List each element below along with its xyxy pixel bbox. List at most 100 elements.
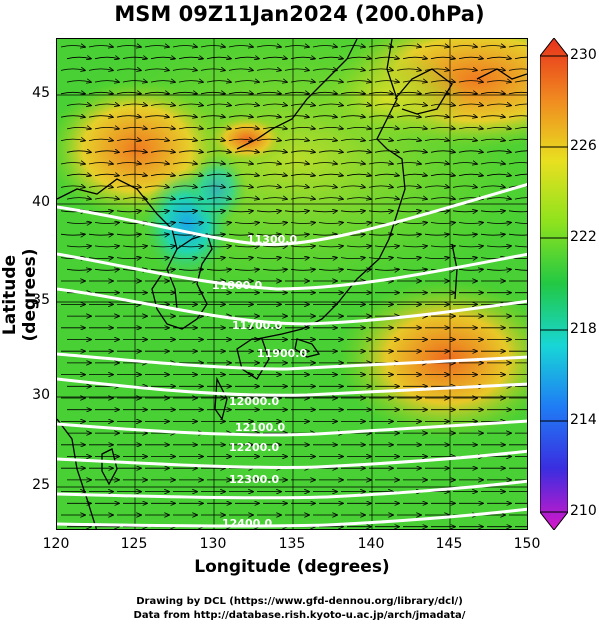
wind-arrow <box>284 46 309 48</box>
wind-arrow <box>396 69 421 71</box>
contour-label: 12000.0 <box>229 395 279 408</box>
wind-arrow <box>94 246 119 247</box>
height-contours <box>57 183 527 528</box>
wind-arrow <box>508 210 527 213</box>
wind-arrow <box>94 57 119 59</box>
wind-arrow <box>284 186 309 188</box>
wind-arrow <box>228 92 253 94</box>
wind-arrow <box>480 92 505 94</box>
wind-arrow <box>424 46 449 48</box>
wind-arrow <box>514 222 527 224</box>
wind-arrow <box>66 223 91 224</box>
wind-arrow <box>256 163 281 165</box>
wind-arrow <box>346 81 371 83</box>
wind-arrow <box>116 116 141 118</box>
wind-arrow <box>486 127 511 128</box>
wind-arrow <box>150 104 175 106</box>
wind-arrow <box>200 69 225 71</box>
wind-arrow <box>66 57 91 59</box>
wind-arrow <box>116 163 141 165</box>
wind-arrow <box>116 69 141 71</box>
wind-arrow <box>150 174 175 176</box>
wind-arrow <box>172 69 197 71</box>
wind-arrow <box>144 234 169 235</box>
wind-arrow <box>340 139 365 141</box>
wind-arrow <box>480 163 505 165</box>
wind-arrow <box>452 163 477 165</box>
wind-arrow <box>66 81 91 83</box>
footer-credit-drawing: Drawing by DCL (https://www.gfd-dennou.o… <box>136 596 463 607</box>
wind-arrow <box>402 174 427 176</box>
wind-arrow <box>312 46 337 48</box>
wind-arrow <box>318 104 343 106</box>
wind-arrow <box>284 116 309 118</box>
wind-arrow <box>452 186 477 188</box>
wind-arrow <box>458 81 483 83</box>
wind-arrow <box>178 127 203 128</box>
wind-arrow <box>228 139 253 141</box>
wind-arrow <box>228 234 253 235</box>
wind-arrow <box>234 104 259 106</box>
wind-arrow <box>424 139 449 141</box>
wind-arrow <box>340 92 365 94</box>
wind-arrow <box>234 127 259 128</box>
wind-arrow <box>256 234 281 235</box>
x-tick-label: 150 <box>513 536 541 552</box>
wind-arrow <box>508 68 527 71</box>
wind-arrow <box>256 92 281 94</box>
wind-arrow <box>144 258 169 259</box>
wind-arrow <box>346 127 371 128</box>
x-tick-label: 135 <box>278 536 306 552</box>
wind-arrow <box>508 162 527 165</box>
contour-label: 12300.0 <box>229 473 279 486</box>
wind-arrow <box>94 104 119 106</box>
wind-arrow <box>396 116 421 118</box>
wind-arrow <box>514 103 527 106</box>
wind-arrow <box>144 92 169 94</box>
wind-arrow <box>430 81 455 83</box>
wind-arrow <box>458 174 483 176</box>
wind-arrow <box>228 69 253 71</box>
wind-arrow <box>94 81 119 83</box>
wind-arrow <box>374 57 399 59</box>
wind-arrow <box>284 69 309 71</box>
colorbar-tick: 230 <box>570 47 597 63</box>
wind-arrow <box>346 198 371 200</box>
wind-arrow <box>66 198 91 200</box>
wind-arrow <box>486 151 511 153</box>
wind-arrow <box>318 269 343 270</box>
colorbar-tick: 210 <box>570 503 597 519</box>
wind-arrow <box>318 81 343 83</box>
wind-arrow <box>178 223 203 224</box>
wind-arrow <box>262 223 287 224</box>
wind-arrow <box>508 233 527 236</box>
wind-arrow <box>88 163 113 165</box>
wind-arrow <box>66 127 91 128</box>
wind-arrow <box>368 92 393 94</box>
y-tick-label: 35 <box>32 292 50 308</box>
colorbar-tick: 214 <box>570 412 597 428</box>
wind-arrow <box>486 81 511 83</box>
wind-arrow <box>94 269 119 270</box>
wind-arrow <box>514 80 527 83</box>
wind-arrow <box>88 258 113 259</box>
wind-arrow <box>178 104 203 106</box>
wind-arrow <box>458 223 483 224</box>
wind-arrow <box>368 186 393 188</box>
wind-arrow <box>402 127 427 128</box>
y-axis-label: Latitude (degrees) <box>0 248 40 342</box>
wind-arrow <box>206 198 231 200</box>
wind-arrow <box>430 57 455 59</box>
wind-arrow <box>150 127 175 128</box>
wind-arrow <box>480 211 505 212</box>
wind-arrow <box>486 104 511 106</box>
wind-arrow <box>234 246 259 247</box>
wind-arrow <box>374 127 399 128</box>
wind-arrow <box>262 174 287 176</box>
wind-arrow <box>228 258 253 259</box>
wind-arrow <box>60 69 85 71</box>
wind-arrow <box>206 174 231 176</box>
wind-arrow <box>178 57 203 59</box>
wind-arrow <box>514 150 527 153</box>
wind-arrow <box>402 81 427 83</box>
